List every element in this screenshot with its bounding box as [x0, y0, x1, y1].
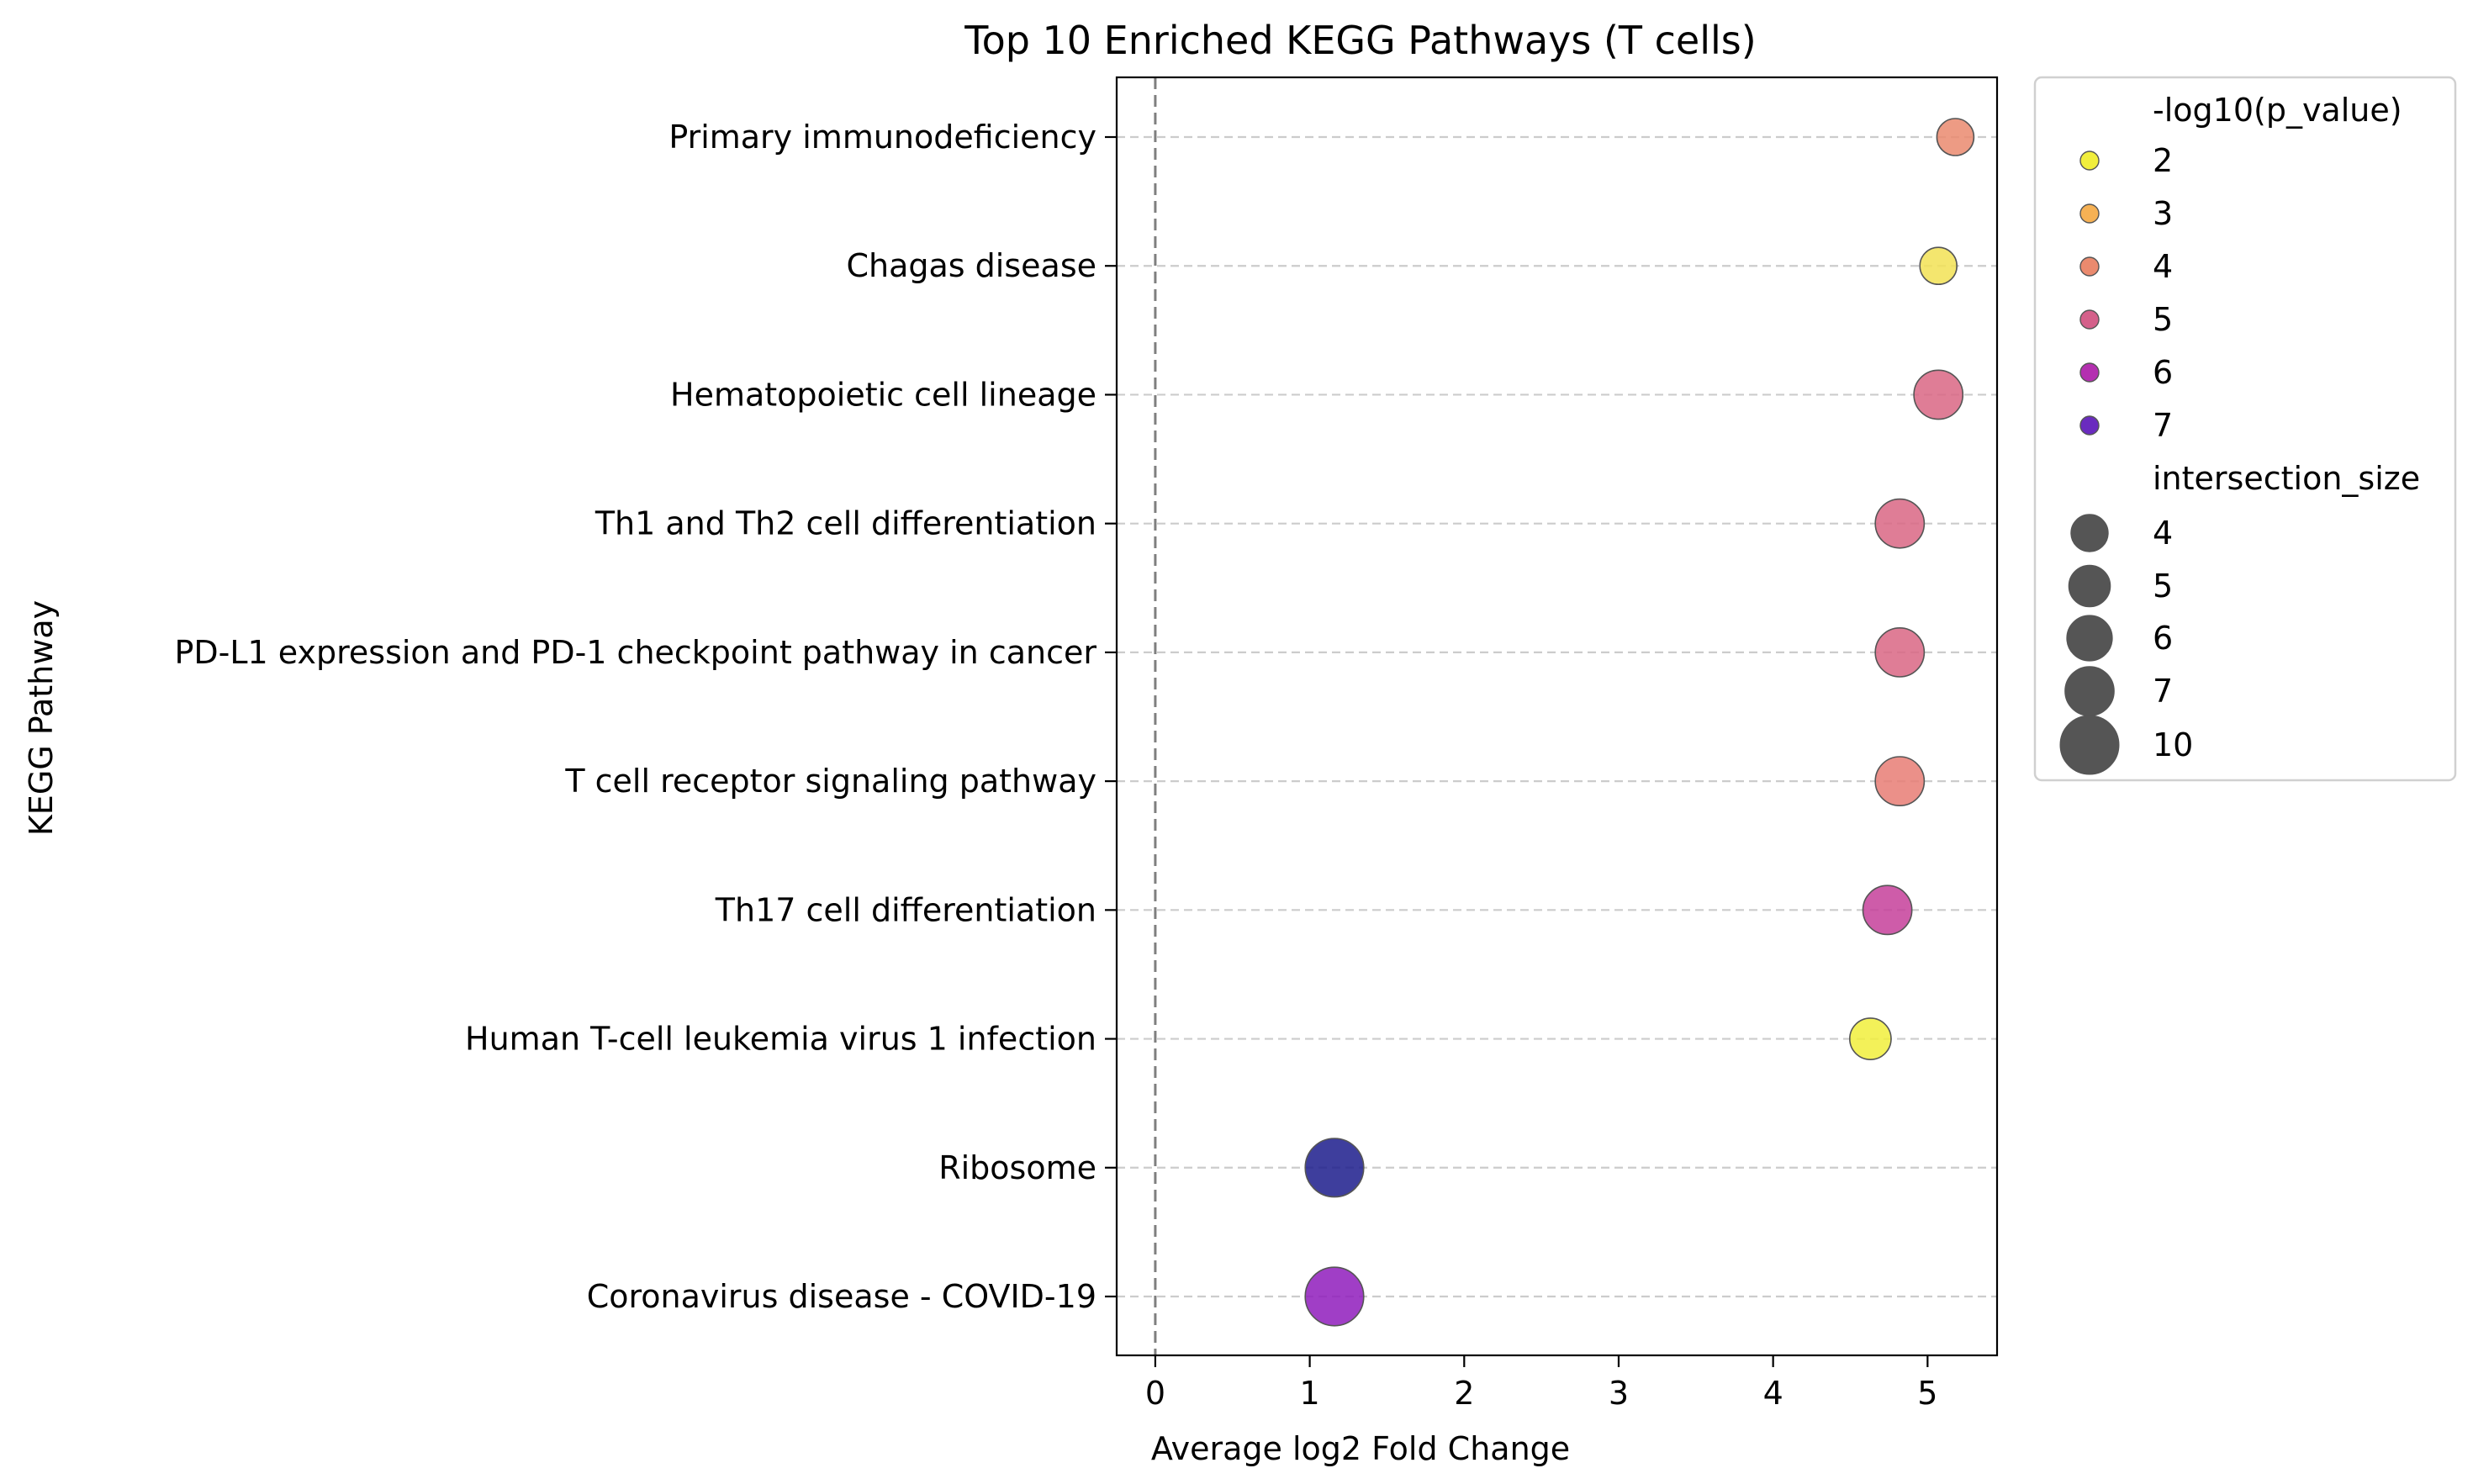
legend-color-label: 6: [2153, 354, 2173, 391]
legend-color-label: 2: [2153, 142, 2173, 179]
x-tick-label: 4: [1763, 1375, 1783, 1412]
y-axis-ticks: Primary immunodeficiency Chagas disease He…: [174, 119, 1117, 1315]
data-point: [1913, 369, 1964, 420]
legend-size-marker: [2064, 666, 2115, 716]
legend-size-label: 10: [2153, 726, 2193, 763]
data-point: [1936, 118, 1975, 156]
y-tick-label: T cell receptor signaling pathway: [564, 763, 1096, 800]
x-axis-title: Average log2 Fold Change: [1151, 1430, 1570, 1467]
legend-size-marker: [2059, 715, 2120, 775]
data-point: [1304, 1266, 1365, 1327]
y-tick-label: Chagas disease: [846, 247, 1096, 284]
data-point: [1862, 885, 1913, 936]
legend-size-label: 6: [2153, 620, 2173, 657]
data-point: [1304, 1138, 1365, 1198]
legend-size-label: 7: [2153, 673, 2173, 710]
x-tick-label: 5: [1917, 1375, 1937, 1412]
legend-size-marker: [2068, 564, 2111, 608]
legend-color-label: 3: [2153, 195, 2173, 232]
legend: -log10(p_value) 2 3 4 5 6 7 intersection_size 4 5…: [2033, 76, 2457, 782]
legend-frame: [2033, 76, 2457, 782]
y-axis-title: KEGG Pathway: [23, 600, 60, 836]
y-tick-label: Ribosome: [938, 1149, 1096, 1186]
x-tick-label: 3: [1609, 1375, 1629, 1412]
data-point: [1919, 246, 1958, 286]
legend-color-marker: [2079, 203, 2100, 224]
legend-color-title: -log10(p_value): [2153, 92, 2402, 129]
legend-color-marker: [2079, 151, 2100, 171]
x-tick-label: 0: [1145, 1375, 1165, 1412]
data-point: [1848, 1017, 1892, 1060]
legend-size-title: intersection_size: [2153, 460, 2420, 497]
legend-size-label: 4: [2153, 515, 2173, 552]
y-tick-label: Th1 and Th2 cell differentiation: [594, 505, 1096, 542]
y-tick-label: Human T-cell leukemia virus 1 infection: [465, 1021, 1096, 1058]
legend-size-marker: [2070, 514, 2109, 552]
legend-color-marker: [2079, 256, 2100, 277]
legend-color-marker: [2079, 415, 2100, 436]
data-point: [1874, 626, 1926, 678]
legend-color-label: 7: [2153, 407, 2173, 444]
legend-color-label: 5: [2153, 301, 2173, 338]
y-tick-label: Hematopoietic cell lineage: [670, 376, 1096, 413]
y-tick-label: Th17 cell differentiation: [715, 891, 1096, 928]
chart-title: Top 10 Enriched KEGG Pathways (T cells): [964, 18, 1756, 63]
data-point: [1874, 498, 1926, 549]
gridlines: [1117, 135, 1997, 1298]
legend-color-label: 4: [2153, 248, 2173, 285]
y-tick-label: Coronavirus disease - COVID-19: [587, 1278, 1096, 1315]
legend-color-marker: [2079, 309, 2100, 330]
x-axis-ticks: 0 1 2 3 4 5: [1145, 1355, 1937, 1412]
y-tick-label: Primary immunodeficiency: [668, 119, 1096, 156]
x-tick-label: 1: [1300, 1375, 1320, 1412]
legend-size-marker: [2066, 615, 2113, 662]
legend-size-label: 5: [2153, 568, 2173, 605]
legend-color-marker: [2079, 362, 2100, 383]
plot-frame: [1115, 76, 1999, 1357]
y-tick-label: PD-L1 expression and PD-1 checkpoint pat…: [174, 634, 1096, 671]
x-tick-label: 2: [1454, 1375, 1474, 1412]
data-point: [1874, 756, 1926, 807]
data-points: [1304, 118, 1975, 1327]
